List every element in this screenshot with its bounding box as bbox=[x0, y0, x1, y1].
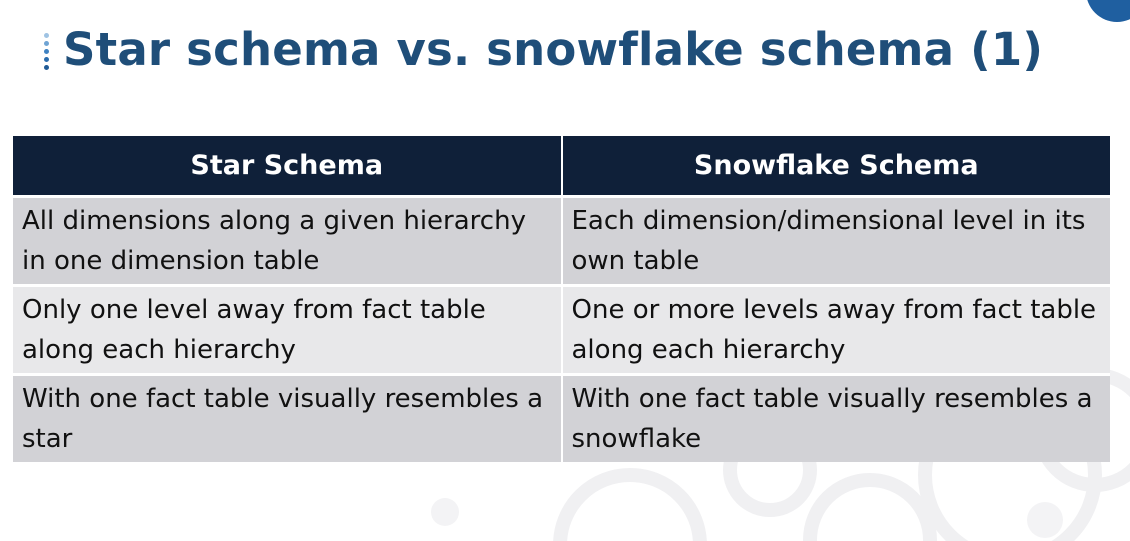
table-cell: Each dimension/dimensional level in its … bbox=[561, 195, 1110, 286]
table-row: Only one level away from fact table alon… bbox=[13, 284, 1110, 375]
table-cell: With one fact table visually resembles a… bbox=[561, 373, 1110, 462]
comparison-table: Star Schema Snowflake Schema All dimensi… bbox=[13, 136, 1110, 462]
table-row: All dimensions along a given hierarchy i… bbox=[13, 195, 1110, 286]
table-cell: With one fact table visually resembles a… bbox=[13, 373, 563, 462]
table-header-row: Star Schema Snowflake Schema bbox=[13, 136, 1110, 197]
header-star-schema: Star Schema bbox=[13, 136, 563, 197]
corner-accent-circle bbox=[1086, 0, 1130, 22]
table-cell: One or more levels away from fact table … bbox=[561, 284, 1110, 375]
table-cell: All dimensions along a given hierarchy i… bbox=[13, 195, 563, 286]
header-snowflake-schema: Snowflake Schema bbox=[561, 136, 1110, 197]
table-cell: Only one level away from fact table alon… bbox=[13, 284, 563, 375]
slide-title: Star schema vs. snowflake schema (1) bbox=[63, 22, 1044, 76]
title-row: Star schema vs. snowflake schema (1) bbox=[44, 18, 1043, 80]
table-row: With one fact table visually resembles a… bbox=[13, 373, 1110, 462]
vertical-dots-icon bbox=[44, 32, 49, 70]
